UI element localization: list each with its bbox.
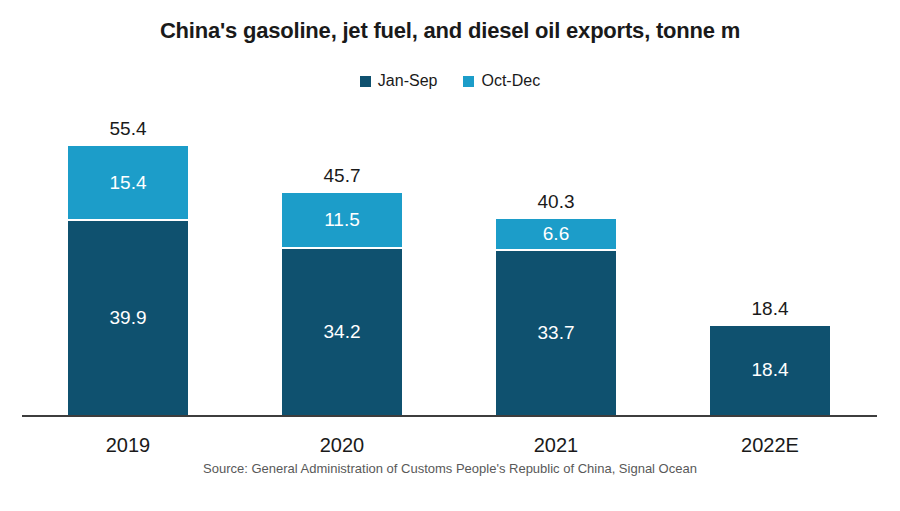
bar-segment-oct-dec-2020: 11.5 <box>282 193 402 249</box>
bar-total-label: 45.7 <box>282 165 402 187</box>
bar-2019: 55.4 15.4 39.9 <box>68 118 188 415</box>
segment-value-label: 15.4 <box>110 172 147 194</box>
bar-2020: 45.7 11.5 34.2 <box>282 165 402 415</box>
bar-2022E: 18.4 18.4 <box>710 298 830 415</box>
x-axis-line <box>22 415 877 417</box>
x-axis-label-2021: 2021 <box>496 434 616 457</box>
plot-area: 55.4 15.4 39.9 2019 45.7 11.5 34.2 2020 40.3 6.6 3… <box>0 0 900 511</box>
bar-2021: 40.3 6.6 33.7 <box>496 191 616 415</box>
bar-total-label: 18.4 <box>710 298 830 320</box>
segment-value-label: 6.6 <box>543 223 569 245</box>
source-note: Source: General Administration of Custom… <box>0 461 900 476</box>
segment-value-label: 39.9 <box>110 307 147 329</box>
x-axis-label-2019: 2019 <box>68 434 188 457</box>
segment-value-label: 33.7 <box>538 322 575 344</box>
segment-value-label: 11.5 <box>324 209 360 231</box>
bar-segment-jan-sep-2020: 34.2 <box>282 249 402 415</box>
x-axis-label-2022E: 2022E <box>710 434 830 457</box>
segment-value-label: 34.2 <box>324 321 361 343</box>
x-axis-label-2020: 2020 <box>282 434 402 457</box>
bar-segment-oct-dec-2019: 15.4 <box>68 146 188 221</box>
bar-total-label: 55.4 <box>68 118 188 140</box>
chart-frame: China's gasoline, jet fuel, and diesel o… <box>0 0 900 511</box>
bar-total-label: 40.3 <box>496 191 616 213</box>
bar-segment-oct-dec-2021: 6.6 <box>496 219 616 251</box>
bar-segment-jan-sep-2022E: 18.4 <box>710 326 830 415</box>
segment-value-label: 18.4 <box>752 359 789 381</box>
bar-segment-jan-sep-2021: 33.7 <box>496 251 616 415</box>
bar-segment-jan-sep-2019: 39.9 <box>68 221 188 415</box>
